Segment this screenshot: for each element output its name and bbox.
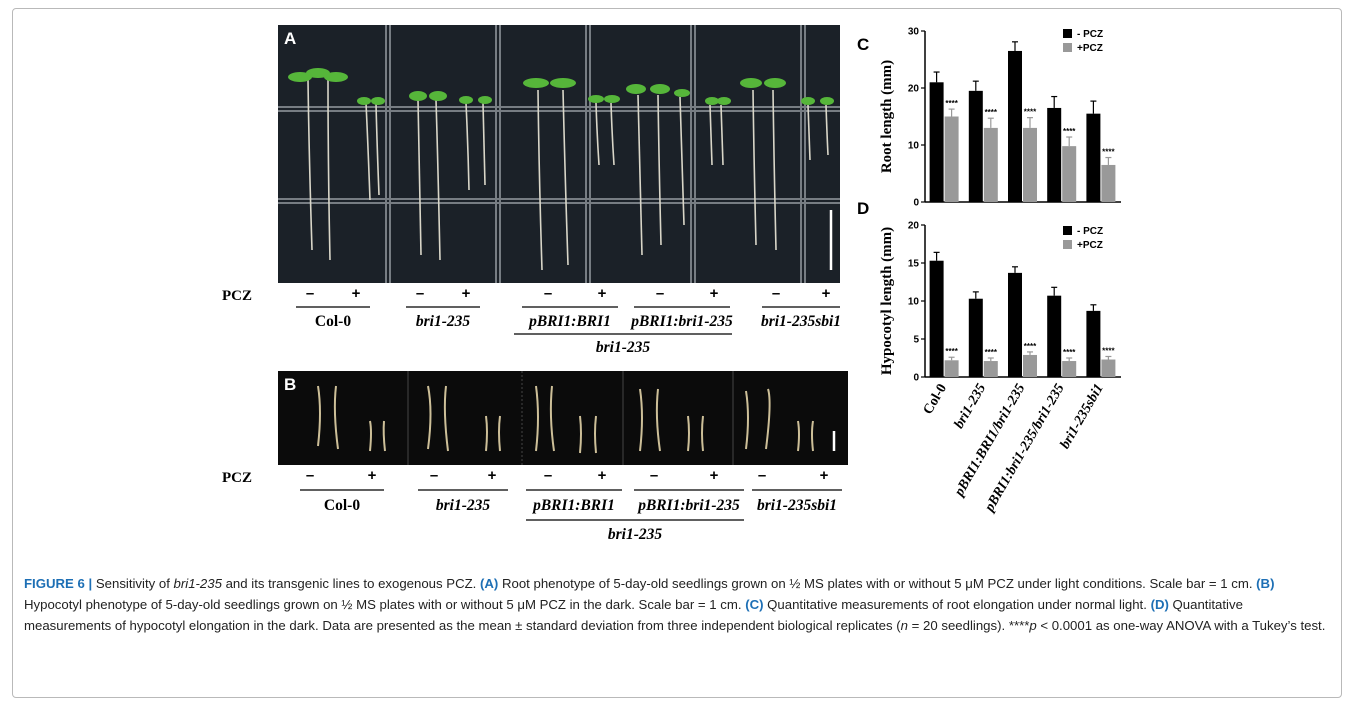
caption-text-italic: n	[900, 618, 909, 633]
legend-label: +PCZ	[1077, 43, 1103, 54]
x-tick-label: bri1-235	[952, 382, 989, 432]
bar	[1101, 164, 1116, 202]
caption-text: Quantitative measurements of root elonga…	[763, 597, 1151, 612]
y-tick-label: 15	[908, 259, 920, 270]
caption-ref-d: (D)	[1150, 597, 1169, 612]
significance-label: ****	[985, 348, 998, 357]
panel-label: D	[857, 200, 869, 218]
significance-label: ****	[1102, 346, 1115, 355]
bar	[1023, 127, 1037, 202]
y-tick-label: 20	[908, 84, 920, 95]
y-tick-label: 10	[908, 141, 920, 152]
bar	[1047, 295, 1062, 377]
legend-swatch	[1063, 226, 1072, 235]
caption-text: < 0.0001 as one-way ANOVA with a Tukey’s…	[1036, 618, 1326, 633]
bar	[1062, 361, 1077, 377]
caption-text-italic: bri1-235	[173, 576, 222, 591]
significance-label: ****	[945, 99, 958, 108]
y-tick-label: 0	[913, 198, 919, 209]
y-tick-label: 30	[908, 27, 920, 38]
hypocotyl-length-chart: D Hypocotyl length (mm) 0 5 10 15 20 **** Col-0 *…	[857, 200, 1121, 516]
significance-label: ****	[1063, 127, 1076, 136]
bar	[1047, 107, 1062, 202]
panel-label: C	[857, 35, 869, 54]
significance-label: ****	[1102, 148, 1115, 157]
caption-text: = 20 seedlings). ****	[908, 618, 1030, 633]
bar	[983, 127, 998, 202]
bar	[1008, 272, 1022, 377]
figure-caption: FIGURE 6 | Sensitivity of bri1-235 and i…	[24, 573, 1332, 636]
bar	[944, 116, 959, 202]
bar	[1101, 359, 1116, 377]
legend-label: +PCZ	[1077, 240, 1103, 251]
figure-frame	[12, 8, 1342, 698]
caption-text: Quantitative measurements of hypocotyl e…	[24, 597, 1243, 633]
bar	[1062, 146, 1077, 202]
significance-label: ****	[945, 347, 958, 356]
panel-label-b: B	[284, 375, 297, 394]
y-tick-label: 20	[908, 221, 920, 232]
bar	[929, 82, 944, 202]
legend-label: - PCZ	[1077, 29, 1103, 40]
caption-text: Root phenotype of 5-day-old seedlings gr…	[498, 576, 1257, 591]
x-tick-label: Col-0	[921, 382, 950, 418]
significance-label: ****	[1024, 108, 1037, 117]
x-tick-label: pBRI1:bri1-235/bri1-235	[982, 382, 1068, 516]
caption-text: Sensitivity of	[92, 576, 174, 591]
bar	[929, 260, 944, 377]
y-tick-label: 10	[908, 297, 920, 308]
bar	[1086, 113, 1101, 202]
root-length-chart: C Root length (mm) 0 10 20 30 **** **** **** ****…	[857, 27, 1121, 209]
bar	[944, 360, 959, 377]
bar	[1086, 310, 1101, 377]
legend-label: - PCZ	[1077, 226, 1103, 237]
legend-swatch	[1063, 240, 1072, 249]
legend-swatch	[1063, 29, 1072, 38]
caption-text-italic: p	[1029, 618, 1037, 633]
hypocotyl-seedlings-illustration	[317, 371, 836, 465]
legend-swatch	[1063, 43, 1072, 52]
bar	[1023, 354, 1037, 377]
figure-number: FIGURE 6 |	[24, 576, 93, 591]
caption-text: Hypocotyl phenotype of 5-day-old seedlin…	[24, 597, 746, 612]
y-axis-label: Root length (mm)	[879, 60, 895, 173]
root-phenotype-photo: A	[278, 25, 840, 283]
caption-ref-b: (B)	[1256, 576, 1275, 591]
bar	[968, 298, 983, 377]
significance-label: ****	[1024, 342, 1037, 351]
significance-label: ****	[985, 108, 998, 117]
bar	[983, 361, 998, 377]
caption-ref-c: (C)	[745, 597, 764, 612]
bar	[1008, 50, 1022, 203]
y-axis-label: Hypocotyl length (mm)	[879, 227, 895, 375]
plate-grid-illustration	[278, 25, 840, 283]
y-tick-label: 0	[913, 373, 919, 384]
y-tick-label: 5	[913, 335, 919, 346]
significance-label: ****	[1063, 348, 1076, 357]
panel-label-a: A	[284, 29, 297, 48]
x-tick-label: pBRI1:BRI1/bri1-235	[952, 382, 1029, 500]
bar	[968, 90, 983, 202]
hypocotyl-phenotype-photo: B	[278, 371, 848, 465]
caption-text: and its transgenic lines to exogenous PC…	[221, 576, 480, 591]
caption-ref-a: (A)	[479, 576, 499, 591]
